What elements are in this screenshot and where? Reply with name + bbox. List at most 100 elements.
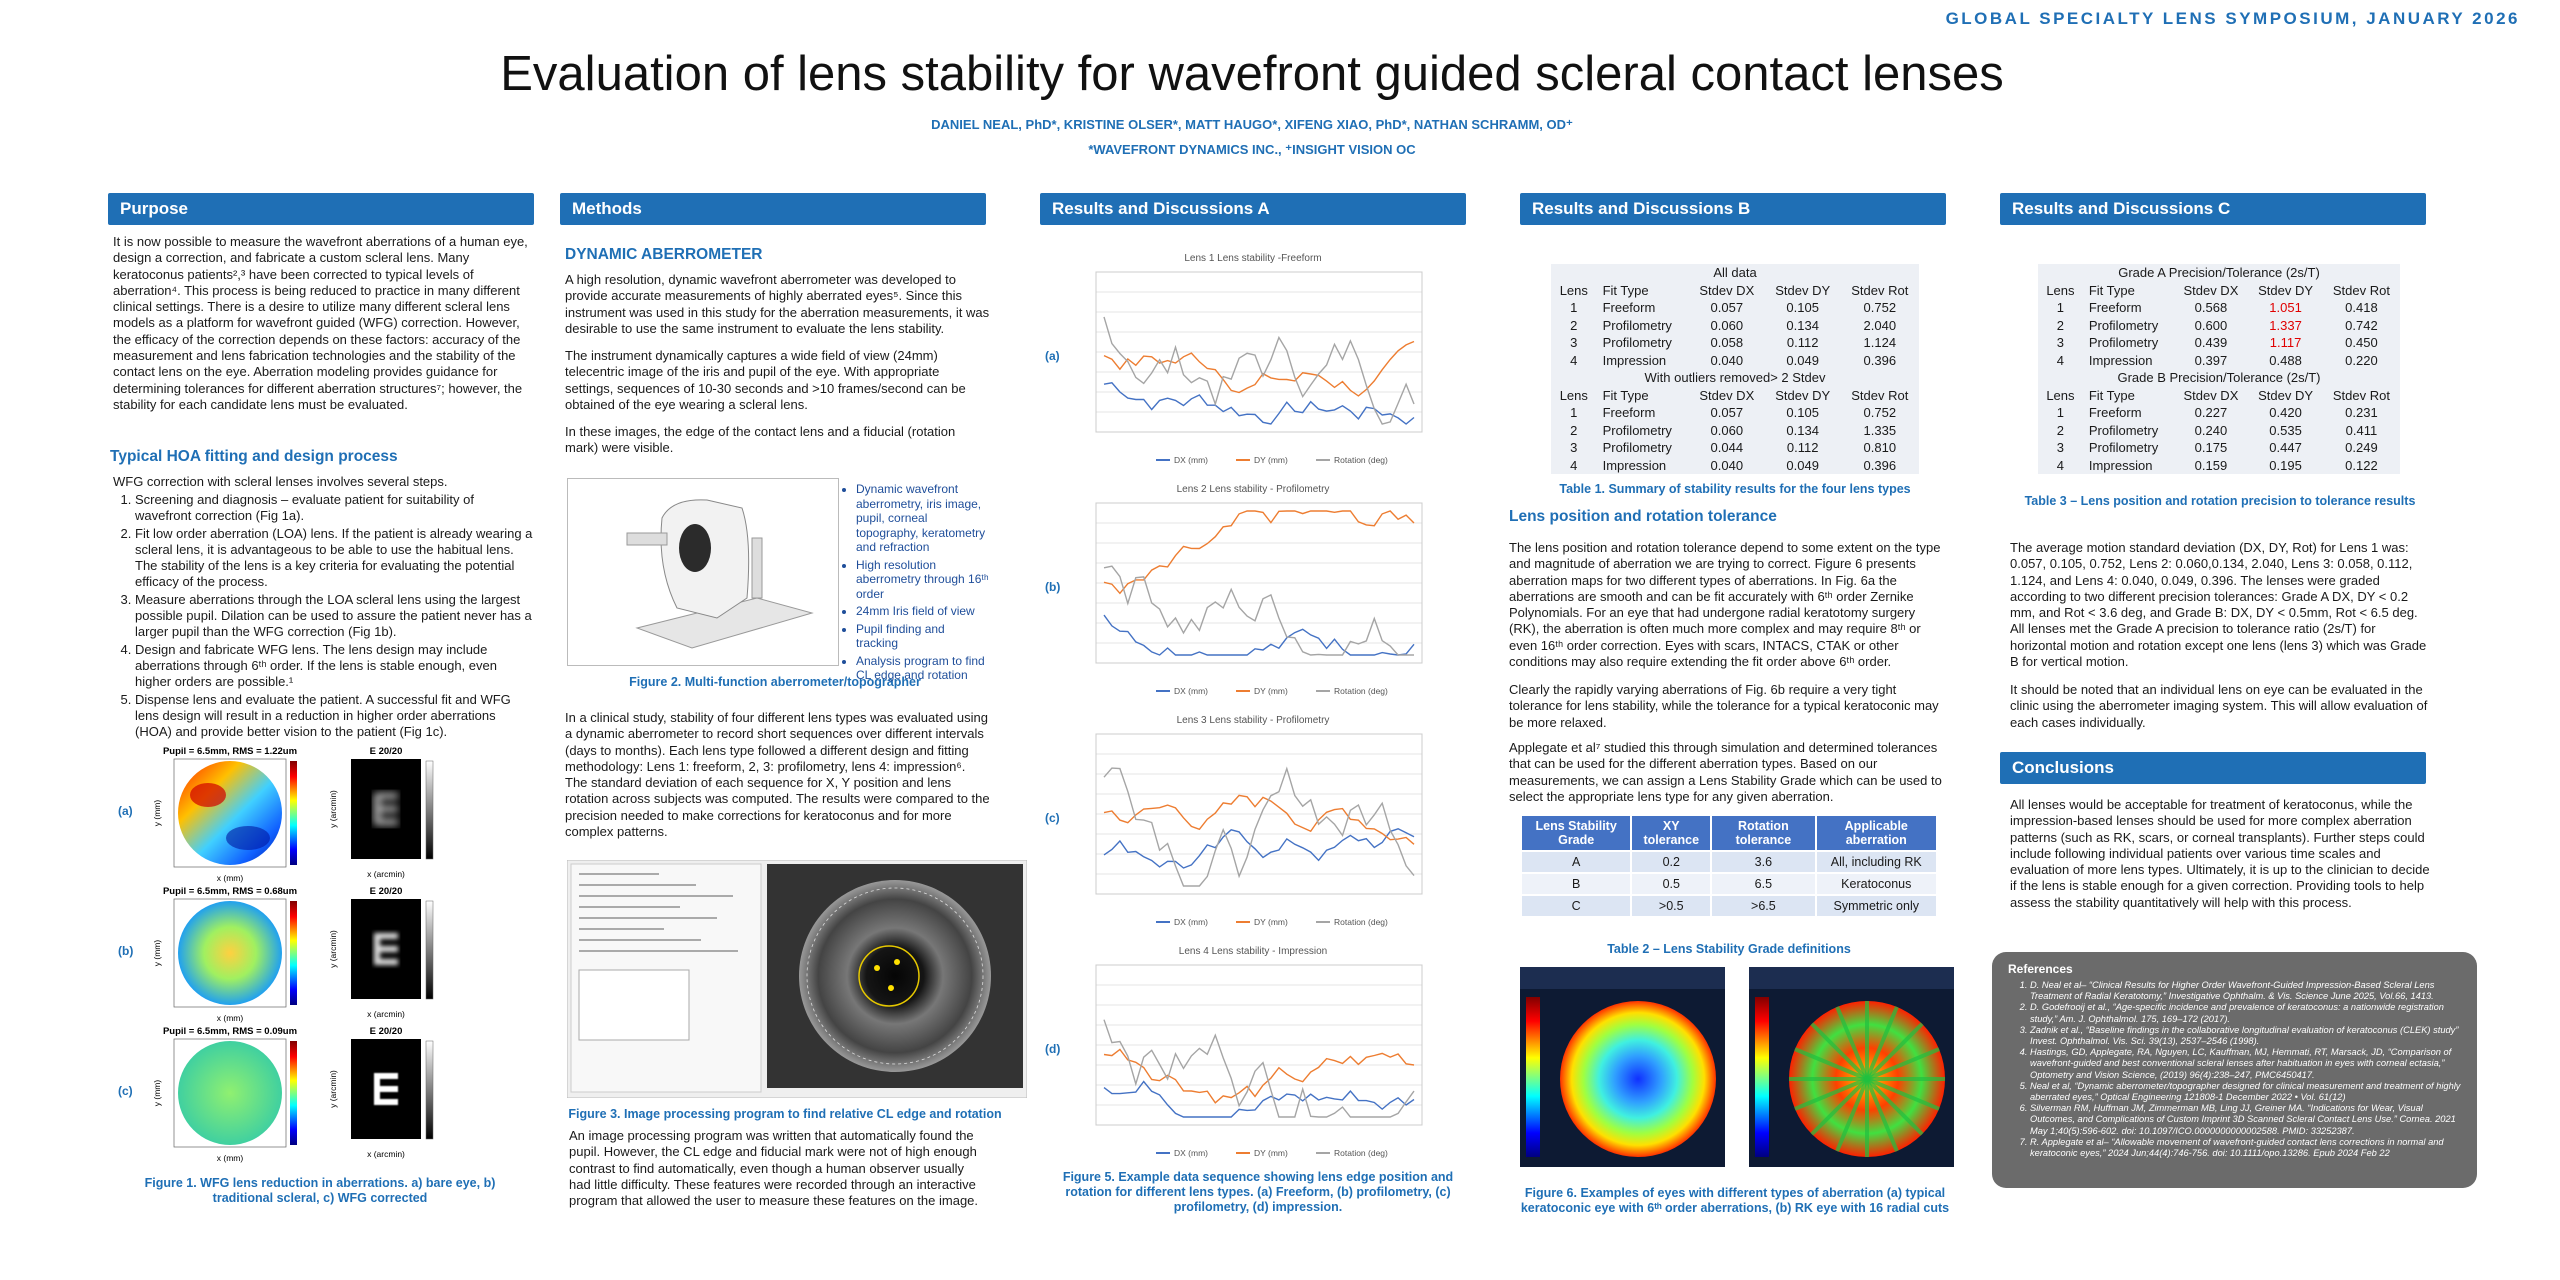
map-title: Pupil = 6.5mm, RMS = 0.68um [163, 886, 297, 897]
table-row: 4 Impression 0.040 0.049 0.396 [1551, 457, 1919, 475]
figure-caption: Figure 2. Multi-function aberrometer/top… [629, 675, 921, 689]
cell: 0.040 [1710, 457, 1744, 473]
cell: All, including RK [1816, 852, 1936, 872]
table-title-row: Grade B Precision/Tolerance (2s/T) [2038, 369, 2400, 387]
cell: 4 [2056, 352, 2065, 368]
chart-title: Lens 4 Lens stability - Impression [1179, 946, 1327, 957]
cell: 0.044 [1710, 440, 1744, 456]
cell: 0.447 [2269, 440, 2302, 456]
colorbar [425, 760, 434, 860]
table-row: 2 Profilometry 0.060 0.134 1.335 [1551, 422, 1919, 440]
cell: 1.117 [2269, 335, 2302, 351]
chart-title: Lens 2 Lens stability - Profilometry [1177, 484, 1330, 495]
ui-table [578, 969, 690, 1041]
cell: Profilometry [1602, 317, 1672, 333]
axis-label: x (arcmin) [367, 1009, 405, 1019]
cell: Profilometry [1602, 422, 1672, 438]
psf-title: E 20/20 [370, 1026, 403, 1037]
cell: 0.159 [2194, 457, 2228, 473]
sequence-line [1103, 766, 1415, 887]
cell: 0.397 [2194, 352, 2228, 368]
colorbar [290, 1041, 297, 1145]
table-row: 4 Impression 0.159 0.195 0.122 [2038, 457, 2400, 475]
paragraph: A high resolution, dynamic wavefront abe… [565, 272, 990, 336]
cell: 1.124 [1863, 335, 1897, 351]
cell: 3 [1570, 335, 1578, 351]
figure-6-map [1520, 967, 1725, 1167]
poster-title: Evaluation of lens stability for wavefro… [500, 47, 2004, 101]
conference-name: GLOBAL SPECIALTY LENS SYMPOSIUM, JANUARY… [1945, 9, 2520, 28]
cell: 3 [2056, 335, 2065, 351]
table-title: Grade A Precision/Tolerance (2s/T) [2118, 265, 2320, 281]
feature: Dynamic wavefront aberrometry, iris imag… [856, 482, 990, 555]
header-cell: Stdev Rot [1851, 387, 1909, 403]
axis-label: x (mm) [217, 873, 244, 883]
cell: 0.134 [1786, 422, 1819, 438]
sequence-line [1103, 382, 1415, 425]
cell: 0.122 [2345, 457, 2378, 473]
axis-label: x (mm) [217, 1153, 244, 1163]
row-label: (b) [118, 944, 133, 958]
paragraph: An image processing program was written … [569, 1128, 979, 1209]
cell: 0.5 [1632, 874, 1711, 894]
sequence-line [1103, 316, 1415, 425]
paragraph: Applegate et al⁷ studied this through si… [1509, 740, 1942, 804]
header-cell: Fit Type [2088, 387, 2135, 403]
cell: 2.040 [1863, 317, 1897, 333]
legend-label: DY (mm) [1254, 1148, 1288, 1158]
cell: Freeform [1602, 405, 1656, 421]
radial-cut [1794, 1077, 1868, 1111]
header-cell: Stdev Rot [1851, 282, 1909, 298]
table-row: 1 Freeform 0.227 0.420 0.231 [2038, 404, 2400, 422]
cell: 0.057 [1710, 300, 1744, 316]
table-title-row: With outliers removed> 2 Stdev [1551, 369, 1919, 387]
cell: Impression [1602, 457, 1667, 473]
sequence-line [1103, 1048, 1415, 1104]
table-row: 1 Freeform 0.568 1.051 0.418 [2038, 299, 2400, 317]
table-row: 2 Profilometry 0.060 0.134 2.040 [1551, 317, 1919, 335]
device-window [679, 524, 711, 572]
cell: Profilometry [2088, 335, 2159, 351]
cell: Profilometry [2088, 422, 2159, 438]
legend-label: DX (mm) [1174, 686, 1208, 696]
header-cell: Fit Type [2088, 282, 2135, 298]
cell: 0.231 [2345, 405, 2378, 421]
cell: 0.439 [2194, 335, 2228, 351]
cell: 0.418 [2345, 300, 2378, 316]
eye [799, 880, 991, 1072]
radial-cut [1835, 1006, 1869, 1080]
axis-label: y (arcmin) [328, 930, 338, 968]
feature: 24mm Iris field of view [856, 604, 990, 619]
colorbar [290, 761, 297, 865]
table-title-row: All data [1551, 264, 1919, 282]
sequence-line [1103, 510, 1415, 595]
header-cell: Applicable aberration [1816, 816, 1936, 850]
header-cell: Lens [1559, 387, 1588, 403]
plot-frame [1095, 964, 1423, 1126]
cell: 4 [2056, 457, 2065, 473]
cell: 0.396 [1863, 352, 1897, 368]
map-banner [1749, 967, 1954, 989]
sequence-line [1103, 340, 1415, 397]
table-title: Grade B Precision/Tolerance (2s/T) [2117, 370, 2321, 386]
axis-label: x (arcmin) [367, 1149, 405, 1159]
letter-stroke [374, 793, 398, 799]
reference: D. Neal et al– “Clinical Results for Hig… [2030, 980, 2461, 1002]
section-header: Methods [560, 193, 986, 225]
cell: 6.5 [1712, 874, 1815, 894]
table-caption: Table 2 – Lens Stability Grade definitio… [1607, 942, 1851, 956]
cell: 0.411 [2345, 422, 2378, 438]
cell: Symmetric only [1816, 896, 1936, 916]
sequence-line [1103, 565, 1414, 656]
legend-label: DY (mm) [1254, 686, 1288, 696]
scale-bar [1755, 997, 1769, 1157]
marker [888, 985, 894, 991]
map-blob [190, 783, 226, 807]
header-cell: Lens [2046, 282, 2075, 298]
psf-letter [374, 793, 398, 825]
cell: >6.5 [1712, 896, 1815, 916]
table-row: 3 Profilometry 0.439 1.117 0.450 [2038, 334, 2400, 352]
table-header-row: Lens Fit Type Stdev DX Stdev DY Stdev Rot [2038, 387, 2400, 405]
chart-label: (c) [1045, 811, 1060, 825]
